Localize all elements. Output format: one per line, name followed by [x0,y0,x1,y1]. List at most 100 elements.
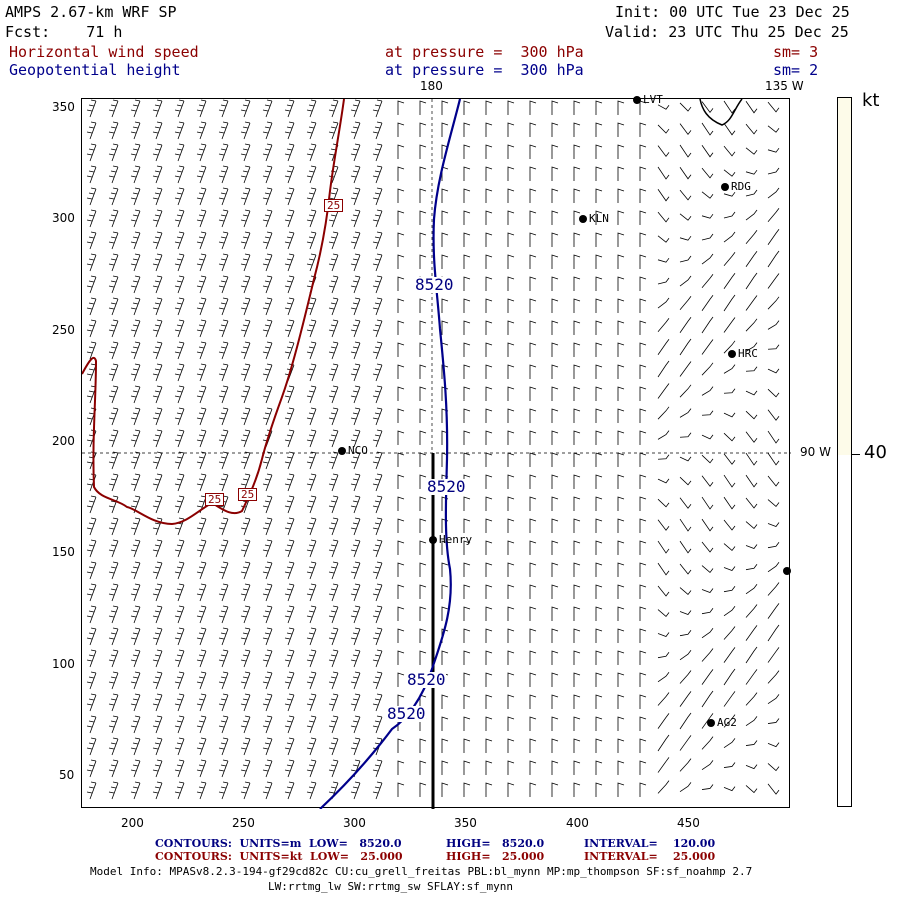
wind-barb [328,495,339,514]
wind-barb [174,561,185,580]
wind-barb [485,738,493,753]
map-panel[interactable]: 8520 8520 8520 8520 25 25 25 LVT RDG KLN HR… [81,94,791,809]
wind-barb [463,606,471,621]
wind-barb [350,121,361,140]
wind-barb [723,340,736,354]
wind-barb [639,738,647,753]
wind-barb [639,452,647,467]
wind-barb [108,99,119,118]
wind-barb [507,122,515,137]
wind-barb [639,760,647,775]
wind-barb [284,319,295,338]
wind-barb [284,649,295,668]
wind-barb [108,605,119,624]
wind-barb [485,364,493,379]
wind-barb [262,385,273,404]
wind-barb [529,738,537,753]
wind-barb [130,627,141,646]
wind-barb [218,737,229,756]
wind-barb [723,647,736,663]
wind-barb [130,231,141,250]
wind-barb [723,586,736,593]
wind-barb [196,297,207,316]
wind-barb [617,298,625,313]
wind-barb [639,386,647,401]
wind-barb [767,542,780,549]
wind-barb [485,122,493,137]
wind-barb [463,540,471,555]
wind-barb [529,232,537,247]
wind-barb [397,452,405,467]
wind-barb [350,407,361,426]
wind-barb [485,144,493,159]
wind-barb [507,386,515,401]
wind-barb [152,363,163,382]
wind-barb [529,760,537,775]
wind-barb [745,366,758,372]
wind-barb [284,187,295,206]
wind-barb [350,143,361,162]
speed-label: 25 [238,488,258,501]
wind-barb [130,385,141,404]
wind-barb [152,187,163,206]
wind-barb [573,760,581,775]
wind-barb [679,408,692,418]
wind-barb [397,606,405,621]
wind-barb [284,583,295,602]
station-marker[interactable] [338,447,346,455]
wind-barb [152,231,163,250]
wind-barb [595,738,603,753]
wind-barb [196,209,207,228]
wind-barb [152,561,163,580]
wind-barb [701,144,714,158]
wind-barb [507,210,515,225]
wind-barb [529,606,537,621]
wind-barb [284,385,295,404]
wind-barb [551,782,559,797]
wind-barb [130,781,141,800]
wind-barb [701,191,714,199]
wind-barb [218,649,229,668]
wind-barb [485,716,493,731]
wind-barb [350,671,361,690]
wind-barb [240,715,251,734]
wind-barb [306,781,317,800]
wind-barb [573,738,581,753]
wind-barb [262,561,273,580]
wind-barb [397,584,405,599]
wind-barb [485,232,493,247]
wind-speed-contour [82,99,345,526]
wind-barb [306,341,317,360]
station-marker[interactable] [633,96,641,104]
wind-barb [419,254,427,269]
wind-barb [595,122,603,137]
wind-barb [723,317,736,333]
station-marker[interactable] [728,350,736,358]
wind-barb [262,297,273,316]
wind-barb [679,123,692,136]
colorbar-value: 40 [864,442,887,463]
wind-barb [130,649,141,668]
wind-barb [507,584,515,599]
wind-barb [174,473,185,492]
wind-barb [350,715,361,734]
station-marker[interactable] [707,719,715,727]
wind-barb [284,737,295,756]
wind-barb [507,496,515,511]
wind-barb [130,495,141,514]
wind-barb [617,474,625,489]
wind-barb [218,451,229,470]
station-marker[interactable] [721,183,729,191]
wind-barb [529,188,537,203]
wind-barb [573,782,581,797]
station-marker[interactable] [579,215,587,223]
wind-barb [657,383,670,399]
wind-barb [657,632,670,637]
station-marker[interactable] [783,567,791,575]
wind-barb [350,781,361,800]
wind-barb [284,671,295,690]
station-marker[interactable] [429,536,437,544]
wind-barb [196,165,207,184]
wind-barb [617,672,625,687]
wind-barb [350,693,361,712]
